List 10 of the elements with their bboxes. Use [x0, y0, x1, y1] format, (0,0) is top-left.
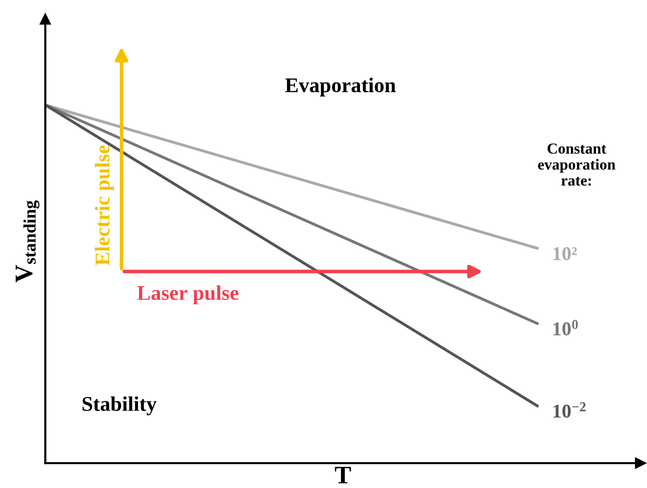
series-label: 10$^{−2}$ [554, 402, 586, 418]
x-axis-title: T [334, 466, 351, 484]
annotation: Stability [82, 396, 157, 416]
annotation: Constant evaporation rate: [538, 143, 616, 186]
series-label: 10$^{0}$ [554, 320, 578, 336]
text: Evaporation [285, 78, 396, 97]
series-label: 10² [554, 247, 577, 260]
annotation: Electric pulse [94, 145, 114, 266]
annotation: Laser pulse [137, 285, 238, 304]
y-axis-title: V$_{standing}$ [16, 200, 40, 282]
